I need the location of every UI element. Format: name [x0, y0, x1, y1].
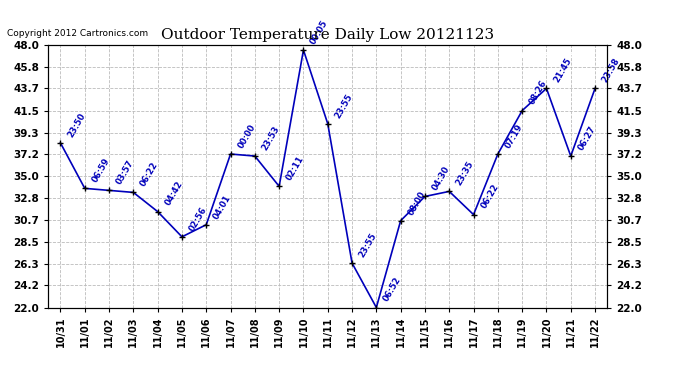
Text: Copyright 2012 Cartronics.com: Copyright 2012 Cartronics.com — [7, 28, 148, 38]
Title: Outdoor Temperature Daily Low 20121123: Outdoor Temperature Daily Low 20121123 — [161, 28, 494, 42]
Text: 23:53: 23:53 — [260, 124, 282, 152]
Text: 08:00: 08:00 — [406, 189, 427, 216]
Text: 23:50: 23:50 — [66, 111, 87, 139]
Text: 23:35: 23:35 — [455, 160, 476, 187]
Text: 23:55: 23:55 — [333, 92, 355, 120]
Text: 02:56: 02:56 — [188, 205, 208, 232]
Text: 23:55: 23:55 — [357, 231, 379, 259]
Text: 07:19: 07:19 — [504, 122, 524, 150]
Text: 06:27: 06:27 — [576, 124, 598, 152]
Text: 00:00: 00:00 — [236, 123, 257, 150]
Text: 06:59: 06:59 — [90, 157, 111, 184]
Text: 03:57: 03:57 — [115, 159, 136, 186]
Text: 04:42: 04:42 — [164, 180, 184, 207]
Text: 21:45: 21:45 — [552, 57, 573, 84]
Text: 04:01: 04:01 — [212, 193, 233, 220]
Text: 06:22: 06:22 — [139, 160, 160, 188]
Text: 06:22: 06:22 — [479, 183, 500, 210]
Text: 08:26: 08:26 — [528, 79, 549, 106]
Text: 00:05: 00:05 — [309, 18, 330, 46]
Text: Temperature (°F): Temperature (°F) — [500, 50, 601, 60]
Text: 02:11: 02:11 — [285, 154, 306, 182]
Text: 06:52: 06:52 — [382, 276, 403, 303]
Text: 23:58: 23:58 — [600, 57, 622, 84]
Text: 04:30: 04:30 — [431, 165, 451, 192]
